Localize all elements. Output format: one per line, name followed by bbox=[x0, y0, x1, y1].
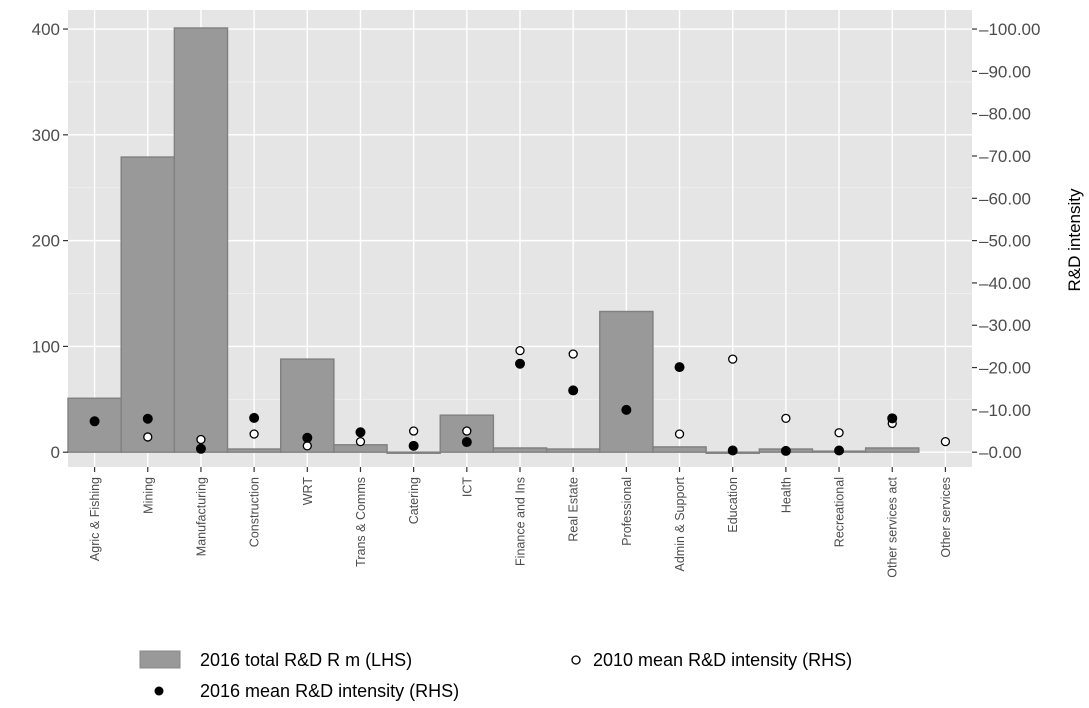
point-2016 bbox=[249, 412, 260, 423]
category-label: Trans & Comms bbox=[354, 477, 368, 567]
legend-swatch-2010 bbox=[571, 655, 581, 665]
y-tick-label: 200 bbox=[32, 232, 60, 251]
point-2010 bbox=[302, 441, 312, 451]
legend-label-bar: 2016 total R&D R m (LHS) bbox=[200, 650, 412, 670]
category-labels: Agric & Fishing Mining Manufacturing Constr… bbox=[88, 467, 953, 578]
category-label: Education bbox=[726, 477, 740, 533]
point-2010 bbox=[940, 436, 951, 447]
point-2016 bbox=[408, 440, 419, 451]
point-2016 bbox=[727, 445, 738, 456]
y2-tick-label: –40.00 bbox=[979, 274, 1031, 293]
point-2010 bbox=[515, 345, 525, 356]
category-label: Manufacturing bbox=[194, 477, 208, 556]
bar bbox=[386, 451, 441, 454]
point-2010 bbox=[728, 354, 738, 364]
point-2016 bbox=[515, 358, 525, 369]
category-label: Agric & Fishing bbox=[88, 477, 102, 561]
legend-label-2016: 2016 mean R&D intensity (RHS) bbox=[200, 681, 459, 701]
bar bbox=[120, 156, 176, 453]
point-2016 bbox=[195, 443, 206, 454]
y2-tick-label: –20.00 bbox=[979, 359, 1031, 378]
legend-label-2010: 2010 mean R&D intensity (RHS) bbox=[593, 650, 852, 670]
point-2010 bbox=[408, 426, 419, 436]
point-2010 bbox=[196, 434, 206, 445]
y2-tick-label: –100.00 bbox=[979, 20, 1040, 39]
legend-swatch-2016 bbox=[154, 686, 164, 696]
category-label: Construction bbox=[248, 477, 262, 547]
y2-tick-label: –90.00 bbox=[979, 62, 1031, 81]
bar bbox=[173, 27, 229, 453]
y2-tick-label: –70.00 bbox=[979, 147, 1031, 166]
point-2016 bbox=[568, 385, 579, 396]
point-2016 bbox=[89, 416, 100, 427]
point-2010 bbox=[834, 428, 844, 438]
category-label: Admin & Support bbox=[673, 476, 687, 571]
y2-tick-label: –30.00 bbox=[979, 316, 1031, 335]
point-2010 bbox=[249, 429, 259, 439]
category-label: Recreational bbox=[833, 477, 847, 547]
point-2016 bbox=[780, 445, 791, 456]
bar bbox=[226, 448, 282, 453]
y2-tick-label: –10.00 bbox=[979, 401, 1031, 420]
category-label: Catering bbox=[407, 477, 421, 524]
category-label: Health bbox=[779, 477, 793, 513]
point-2010 bbox=[143, 432, 153, 442]
point-2010 bbox=[355, 436, 366, 447]
y2-tick-label: –50.00 bbox=[979, 232, 1031, 251]
bar bbox=[545, 448, 601, 453]
category-label: Other services bbox=[939, 477, 953, 558]
y-tick-label: 400 bbox=[32, 20, 60, 39]
category-label: Finance and Ins bbox=[514, 477, 528, 566]
point-2016 bbox=[834, 445, 845, 456]
y2-tick-label: –60.00 bbox=[979, 189, 1031, 208]
bar bbox=[652, 446, 707, 453]
category-label: Real Estate bbox=[567, 477, 581, 542]
category-label: WRT bbox=[301, 477, 315, 506]
category-label: ICT bbox=[460, 477, 474, 498]
axes: 0 100 200 300 400 –0.00 –10.00 –20.00 –30.00 –40.… bbox=[32, 20, 1041, 462]
y-tick-label: 100 bbox=[32, 337, 60, 356]
y-tick-label: 0 bbox=[51, 443, 60, 462]
y2-axis-title: R&D intensity bbox=[1065, 188, 1084, 291]
point-2016 bbox=[887, 413, 898, 424]
point-series bbox=[89, 345, 951, 456]
bar bbox=[599, 310, 654, 453]
bar bbox=[492, 447, 548, 453]
category-label: Mining bbox=[141, 477, 155, 514]
point-2016 bbox=[355, 427, 366, 438]
point-2010 bbox=[568, 349, 578, 359]
y2-tick-label: –80.00 bbox=[979, 105, 1031, 124]
legend-swatch-bar bbox=[139, 650, 181, 669]
point-2016 bbox=[302, 432, 313, 443]
point-2010 bbox=[781, 413, 791, 423]
point-2016 bbox=[674, 362, 685, 373]
y2-tick-label: –0.00 bbox=[979, 443, 1022, 462]
category-label: Professional bbox=[620, 477, 634, 546]
category-label: Other services act bbox=[886, 476, 900, 577]
point-2016 bbox=[461, 437, 472, 448]
bar bbox=[864, 447, 920, 453]
point-2016 bbox=[142, 413, 153, 424]
point-2016 bbox=[621, 404, 632, 415]
legend: 2016 total R&D R m (LHS) 2010 mean R&D i… bbox=[139, 650, 852, 701]
point-2010 bbox=[674, 429, 685, 439]
y-tick-label: 300 bbox=[32, 126, 60, 145]
point-2010 bbox=[462, 426, 472, 436]
